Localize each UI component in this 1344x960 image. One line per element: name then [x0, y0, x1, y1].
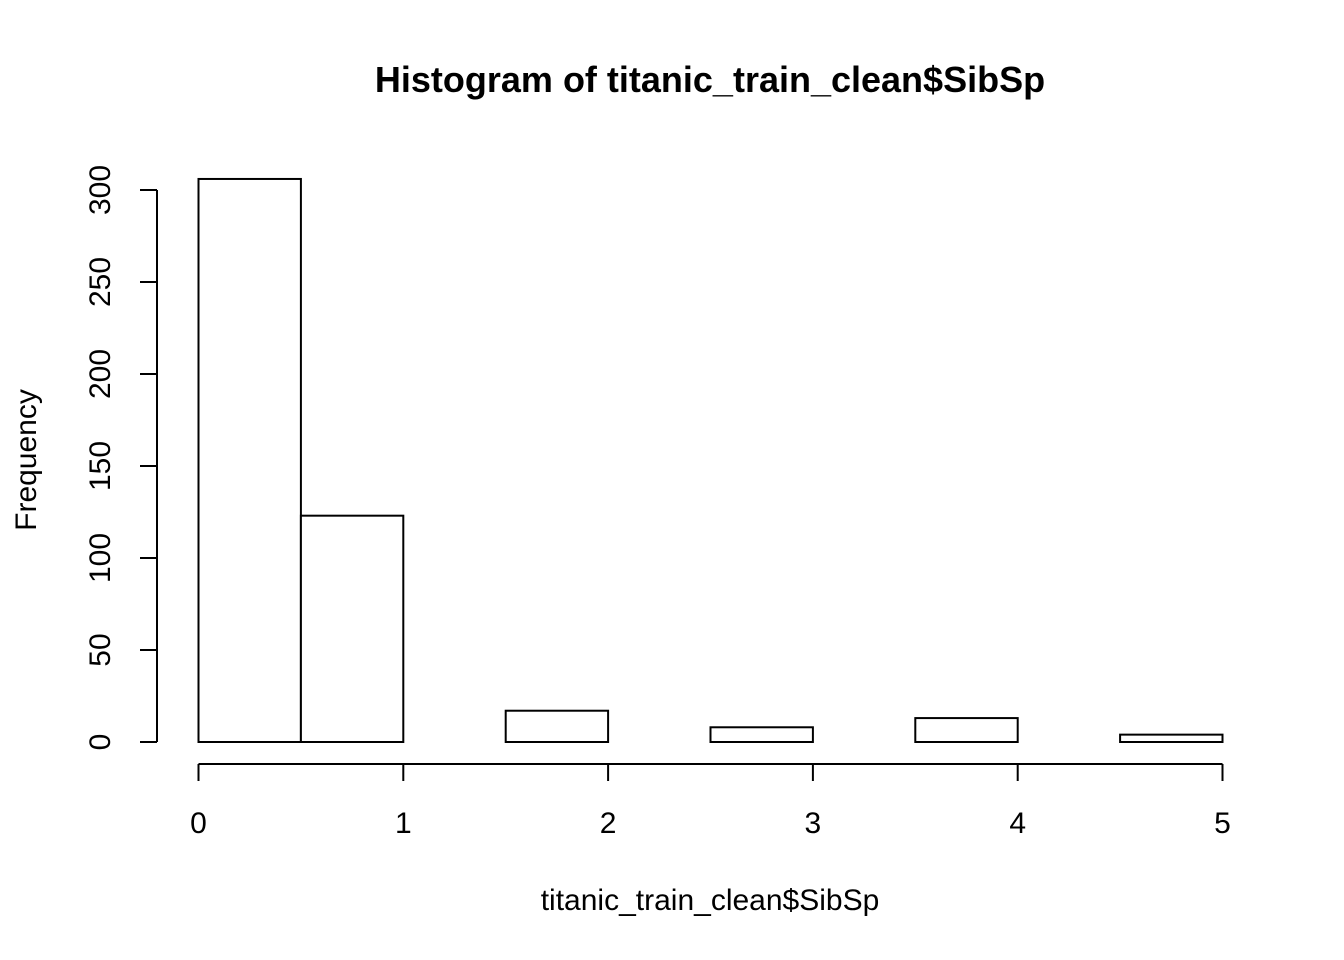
histogram-bar [504, 709, 610, 743]
x-tick-label: 2 [600, 807, 617, 840]
x-axis-label: titanic_train_clean$SibSp [541, 884, 880, 917]
x-tick-label: 5 [1214, 807, 1231, 840]
y-tick-label: 300 [84, 165, 117, 215]
y-axis-label: Frequency [10, 389, 43, 531]
y-tick-label: 100 [84, 533, 117, 583]
y-tick-label: 200 [84, 349, 117, 399]
y-tick-label: 250 [84, 257, 117, 307]
histogram-bar [299, 514, 405, 743]
histogram-bar [1119, 733, 1224, 744]
histogram-bar [914, 717, 1019, 744]
histogram-bar [709, 726, 814, 744]
histogram-bar [197, 177, 302, 743]
x-tick-label: 1 [395, 807, 412, 840]
x-axis: 0 1 2 3 4 5 [190, 763, 1231, 840]
x-tick-label: 0 [190, 807, 207, 840]
x-tick-label: 3 [805, 807, 822, 840]
histogram-bars [197, 177, 1224, 744]
y-axis: 0 50 100 150 200 250 300 [84, 165, 158, 751]
x-tick-label: 4 [1009, 807, 1026, 840]
y-tick-label: 150 [84, 441, 117, 491]
chart-title: Histogram of titanic_train_clean$SibSp [375, 59, 1045, 100]
y-tick-label: 0 [84, 734, 117, 751]
y-tick-label: 50 [84, 633, 117, 666]
